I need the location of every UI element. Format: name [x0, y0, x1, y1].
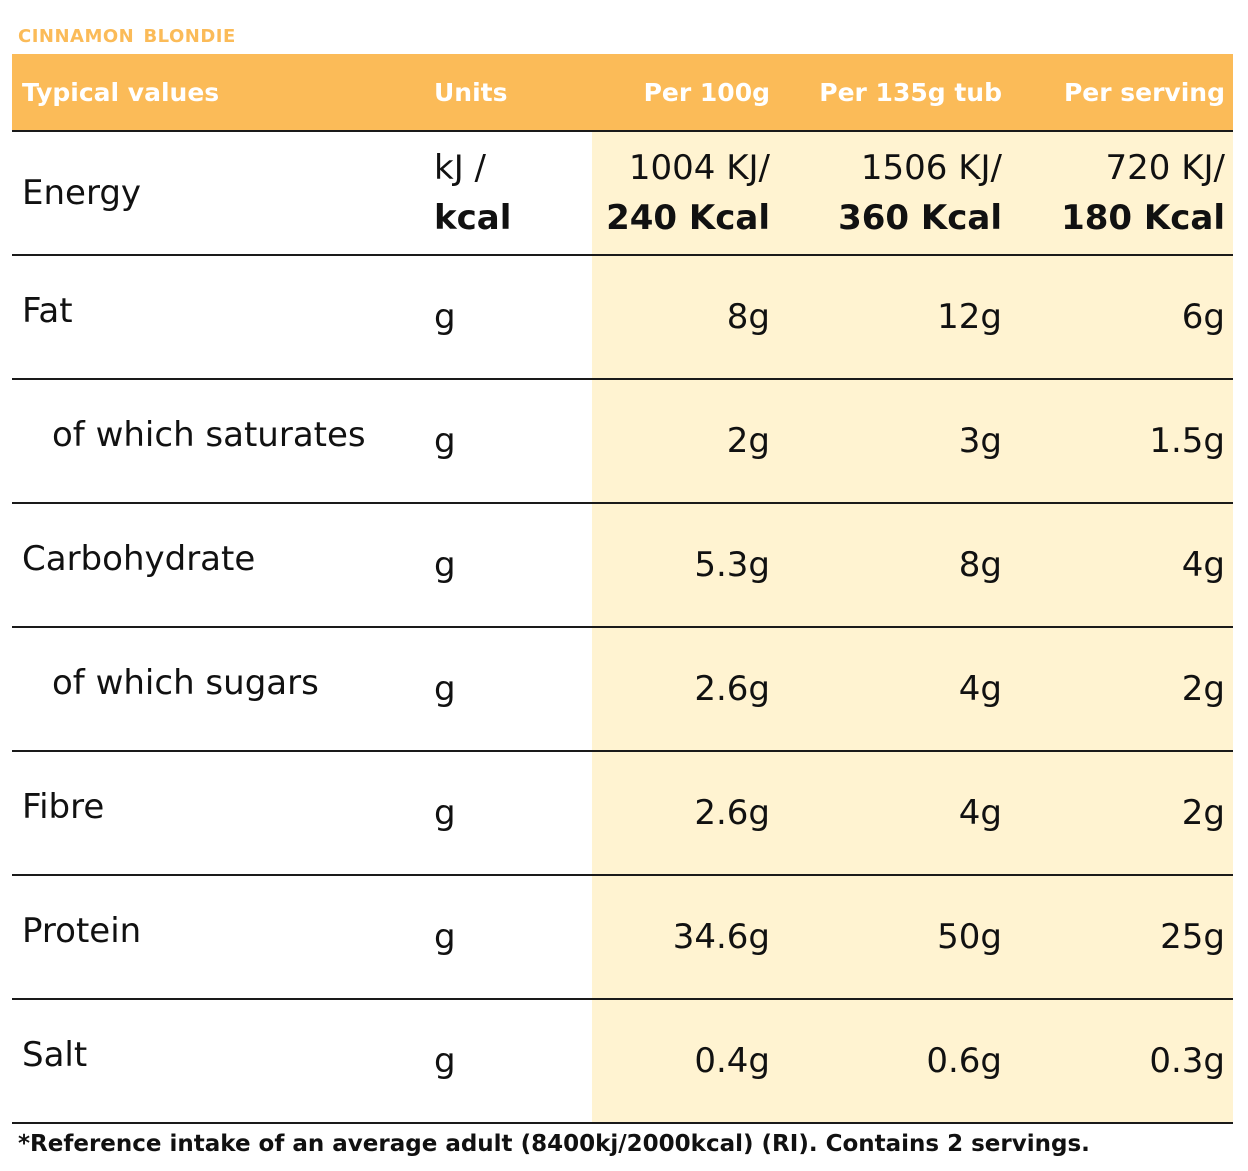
header-units: Units — [434, 77, 508, 107]
cell-per-tub: 3g — [958, 421, 1002, 461]
cell-per-serving: 0.3g — [1149, 1041, 1225, 1081]
row-label: Fat — [22, 291, 73, 331]
cell-per-100g: 2.6g — [694, 793, 770, 833]
row-unit: g — [434, 793, 456, 833]
cell-per-tub: 0.6g — [926, 1041, 1002, 1081]
table-row-sugars: of which sugars g 2.6g 4g 2g — [12, 628, 1233, 752]
row-unit: g — [434, 297, 456, 337]
row-unit: g — [434, 1041, 456, 1081]
cell-per-tub: 8g — [958, 545, 1002, 585]
cell-per-100g: 2g — [726, 421, 770, 461]
table-row-fat: Fat g 8g 12g 6g — [12, 256, 1233, 380]
cell-per-serving: 6g — [1181, 297, 1225, 337]
row-label: Fibre — [22, 787, 105, 827]
row-unit: g — [434, 421, 456, 461]
cell-per-serving: 2g — [1181, 793, 1225, 833]
product-title: Cinnamon Blondie — [18, 19, 236, 48]
table-row-carbohydrate: Carbohydrate g 5.3g 8g 4g — [12, 504, 1233, 628]
row-label: Protein — [22, 911, 142, 951]
cell-per-serving: 2g — [1181, 669, 1225, 709]
header-per-100g: Per 100g — [643, 77, 770, 107]
table-row-saturates: of which saturates g 2g 3g 1.5g — [12, 380, 1233, 504]
row-label: Energy — [22, 173, 142, 213]
header-per-serving: Per serving — [1063, 77, 1225, 107]
row-unit: g — [434, 669, 456, 709]
cell-per-100g: 8g — [726, 297, 770, 337]
cell-per-100g: 1004 KJ/ 240 Kcal — [592, 143, 778, 243]
cell-per-tub: 4g — [958, 793, 1002, 833]
row-label: of which sugars — [52, 663, 319, 703]
cell-per-serving: 4g — [1181, 545, 1225, 585]
table-header: Typical values Units Per 100g Per 135g t… — [12, 54, 1233, 132]
table-row-protein: Protein g 34.6g 50g 25g — [12, 876, 1233, 1000]
row-unit: g — [434, 917, 456, 957]
cell-per-serving: 1.5g — [1149, 421, 1225, 461]
nutrition-table: Typical values Units Per 100g Per 135g t… — [12, 54, 1233, 1124]
row-label: Salt — [22, 1035, 88, 1075]
row-label: of which saturates — [52, 415, 366, 455]
table-row-energy: Energy kJ / kcal 1004 KJ/ 240 Kcal 1506 … — [12, 132, 1233, 256]
header-typical-values: Typical values — [22, 77, 220, 107]
table-row-salt: Salt g 0.4g 0.6g 0.3g — [12, 1000, 1233, 1124]
unit-kj: kJ / — [434, 148, 486, 188]
cell-per-tub: 1506 KJ/ 360 Kcal — [778, 143, 1010, 243]
energy-kj-value: 720 KJ/ — [1105, 148, 1225, 188]
values-column-shade — [592, 132, 1233, 1124]
cell-per-serving: 25g — [1160, 917, 1225, 957]
cell-per-100g: 0.4g — [694, 1041, 770, 1081]
cell-per-100g: 5.3g — [694, 545, 770, 585]
cell-per-serving: 720 KJ/ 180 Kcal — [1010, 143, 1233, 243]
unit-kcal: kcal — [434, 198, 512, 238]
row-unit: kJ / kcal — [424, 143, 592, 243]
energy-kcal-value: 240 Kcal — [606, 198, 770, 238]
table-row-fibre: Fibre g 2.6g 4g 2g — [12, 752, 1233, 876]
header-per-tub: Per 135g tub — [819, 77, 1002, 107]
cell-per-100g: 2.6g — [694, 669, 770, 709]
energy-kj-value: 1506 KJ/ — [860, 148, 1002, 188]
cell-per-tub: 4g — [958, 669, 1002, 709]
energy-kcal-value: 180 Kcal — [1061, 198, 1225, 238]
cell-per-tub: 12g — [937, 297, 1002, 337]
row-unit: g — [434, 545, 456, 585]
cell-per-tub: 50g — [937, 917, 1002, 957]
footnote: *Reference intake of an average adult (8… — [18, 1131, 1090, 1157]
energy-kcal-value: 360 Kcal — [838, 198, 1002, 238]
energy-kj-value: 1004 KJ/ — [628, 148, 770, 188]
cell-per-100g: 34.6g — [672, 917, 770, 957]
row-label: Carbohydrate — [22, 539, 256, 579]
